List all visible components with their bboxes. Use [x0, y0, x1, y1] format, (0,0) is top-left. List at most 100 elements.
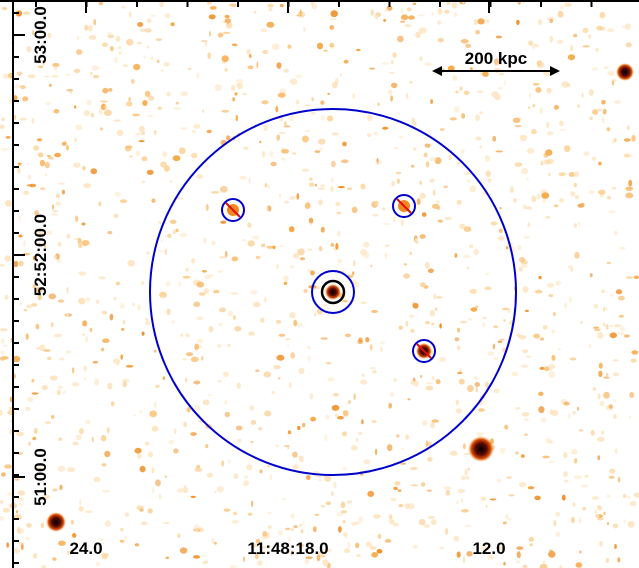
noise-blob	[415, 241, 420, 244]
noise-blob	[570, 516, 575, 524]
noise-blob	[369, 67, 376, 70]
noise-blob	[158, 220, 162, 224]
noise-blob	[614, 448, 618, 454]
noise-blob	[118, 51, 122, 55]
noise-blob	[275, 444, 279, 448]
noise-blob	[390, 95, 393, 102]
noise-blob	[493, 357, 500, 360]
noise-blob	[306, 475, 311, 480]
noise-blob	[492, 135, 497, 142]
noise-blob	[412, 544, 418, 549]
noise-blob	[271, 391, 276, 394]
noise-blob	[628, 179, 633, 187]
noise-blob	[475, 305, 479, 308]
noise-blob	[522, 564, 528, 568]
noise-blob	[101, 42, 108, 47]
noise-blob	[570, 45, 573, 52]
noise-blob	[55, 201, 62, 206]
noise-blob	[122, 380, 127, 388]
noise-blob	[120, 527, 124, 532]
noise-blob	[538, 406, 545, 414]
noise-blob	[144, 28, 152, 33]
noise-blob	[475, 387, 478, 393]
noise-blob	[35, 347, 41, 350]
noise-blob	[541, 417, 547, 423]
noise-blob	[219, 255, 227, 259]
noise-blob	[251, 543, 259, 548]
noise-blob	[38, 65, 44, 69]
noise-blob	[559, 198, 564, 203]
noise-blob	[267, 525, 272, 529]
noise-blob	[91, 436, 95, 443]
noise-blob	[542, 560, 546, 564]
noise-blob	[427, 441, 432, 447]
exclusion-line	[396, 198, 412, 214]
noise-blob	[165, 556, 170, 560]
noise-blob	[261, 100, 269, 105]
noise-blob	[630, 358, 637, 363]
noise-blob	[335, 201, 341, 207]
noise-blob	[84, 24, 89, 31]
noise-blob	[424, 261, 430, 269]
noise-blob	[295, 99, 300, 105]
noise-blob	[25, 406, 31, 411]
noise-blob	[208, 14, 216, 20]
noise-blob	[358, 516, 364, 523]
noise-blob	[353, 260, 356, 267]
noise-blob	[394, 146, 399, 150]
noise-blob	[547, 363, 556, 370]
noise-blob	[284, 200, 290, 204]
noise-blob	[521, 167, 529, 175]
noise-blob	[498, 72, 505, 76]
noise-blob	[427, 515, 435, 519]
noise-blob	[463, 254, 471, 259]
noise-blob	[427, 268, 434, 274]
noise-blob	[98, 1, 103, 6]
noise-blob	[147, 451, 154, 458]
noise-blob	[281, 148, 290, 154]
exclusion-line	[416, 343, 432, 359]
noise-blob	[540, 107, 543, 115]
noise-blob	[124, 146, 132, 152]
noise-blob	[623, 334, 631, 338]
noise-blob	[427, 456, 433, 462]
noise-blob	[307, 346, 311, 349]
noise-blob	[166, 308, 171, 316]
noise-blob	[163, 62, 170, 67]
noise-blob	[288, 536, 291, 543]
noise-blob	[356, 437, 359, 443]
noise-blob	[425, 440, 428, 448]
noise-blob	[141, 331, 145, 336]
noise-blob	[88, 35, 97, 40]
noise-blob	[581, 92, 584, 99]
noise-blob	[144, 441, 150, 446]
noise-blob	[5, 136, 11, 139]
noise-blob	[597, 393, 601, 400]
noise-blob	[514, 162, 523, 167]
noise-blob	[43, 75, 50, 78]
noise-blob	[309, 177, 313, 181]
noise-blob	[384, 539, 392, 543]
noise-blob	[95, 561, 101, 567]
noise-blob	[485, 381, 489, 389]
noise-blob	[541, 192, 550, 199]
noise-blob	[295, 74, 303, 78]
noise-blob	[516, 560, 520, 563]
noise-blob	[474, 114, 481, 122]
noise-blob	[92, 75, 100, 79]
noise-blob	[221, 109, 230, 113]
noise-blob	[119, 199, 128, 204]
noise-blob	[86, 99, 92, 106]
noise-blob	[518, 266, 523, 272]
noise-blob	[53, 66, 58, 71]
noise-blob	[185, 267, 190, 272]
noise-blob	[164, 13, 171, 19]
noise-blob	[590, 429, 595, 436]
noise-blob	[373, 514, 381, 519]
noise-blob	[0, 148, 9, 151]
noise-blob	[437, 7, 443, 15]
noise-blob	[369, 367, 376, 370]
noise-blob	[297, 543, 305, 548]
noise-blob	[224, 411, 231, 418]
